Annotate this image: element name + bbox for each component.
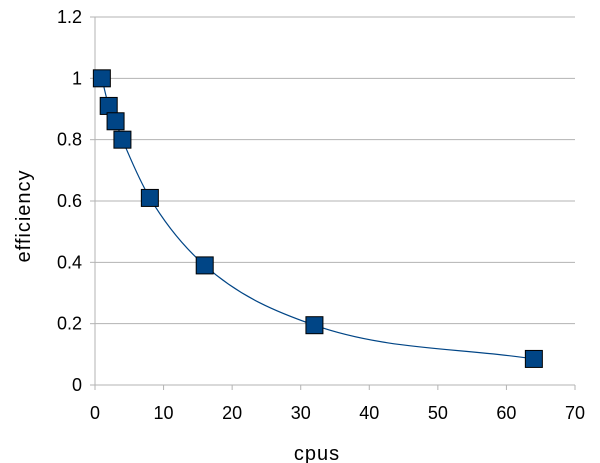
x-tick-label: 50 — [428, 403, 448, 423]
x-tick-label: 0 — [90, 403, 100, 423]
y-tick-label: 0.2 — [57, 314, 82, 334]
data-point — [305, 316, 324, 335]
x-tick-label: 30 — [291, 403, 311, 423]
data-point — [106, 112, 125, 131]
y-tick-label: 0.8 — [57, 130, 82, 150]
data-point — [140, 188, 159, 207]
points-layer — [92, 69, 543, 368]
y-tick-label: 0.6 — [57, 191, 82, 211]
data-point — [113, 130, 132, 149]
y-tick-label: 1 — [72, 68, 82, 88]
x-axis-title: cpus — [294, 443, 340, 463]
ticks-layer: 0 0.2 0.4 0.6 0.8 1 1.2 0 10 20 30 40 50 60 70 — [57, 7, 585, 423]
x-tick-label: 40 — [359, 403, 379, 423]
x-tick-label: 60 — [496, 403, 516, 423]
y-axis-title: efficiency — [13, 169, 35, 262]
data-point — [195, 256, 214, 275]
x-tick-label: 10 — [154, 403, 174, 423]
x-tick-label: 20 — [222, 403, 242, 423]
data-point — [524, 349, 543, 368]
y-tick-label: 0 — [72, 375, 82, 395]
y-tick-label: 1.2 — [57, 7, 82, 27]
grid-layer — [95, 16, 575, 386]
x-tick-label: 70 — [565, 403, 585, 423]
data-point — [92, 69, 111, 88]
y-tick-label: 0.4 — [57, 252, 82, 272]
data-point — [99, 96, 118, 115]
